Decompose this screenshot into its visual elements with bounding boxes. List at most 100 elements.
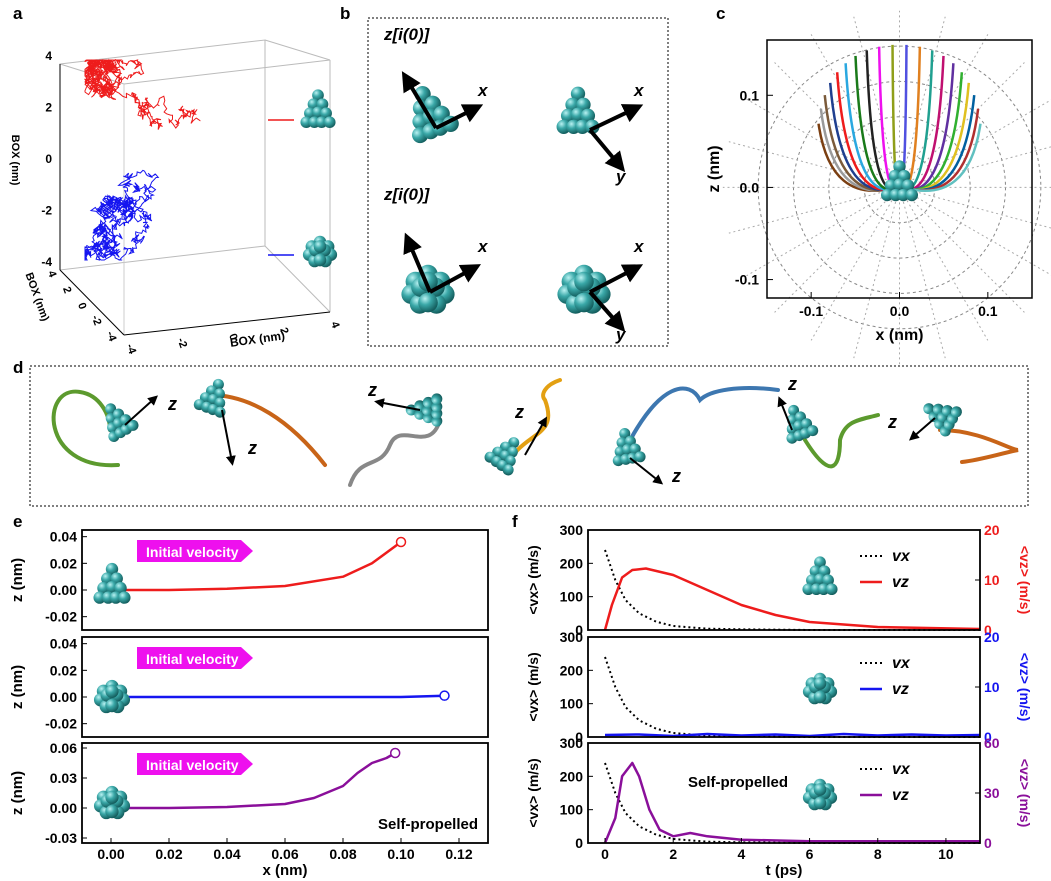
y-tick-label: 0.04 — [50, 529, 77, 545]
chart-e2: 0.04 0.02 0.00 -0.02 z (nm) Initial velocity — [9, 636, 489, 738]
cluster-atom — [431, 415, 443, 427]
z-axis-arrow — [524, 416, 547, 456]
pyramid-cluster-icon — [923, 403, 962, 437]
panel-a-y-tick: -4 — [41, 255, 52, 269]
cluster-atom — [905, 188, 919, 202]
legend-label-vz: vz — [892, 681, 909, 698]
cluster-atom — [619, 428, 631, 440]
plot-frame — [81, 636, 489, 738]
panel-label-a: a — [13, 4, 23, 23]
legend-label-vx: vx — [892, 548, 911, 565]
cluster-atom — [575, 119, 590, 134]
pyramid-cluster-icon — [105, 403, 139, 442]
panel-a-depth-tick: 2 — [60, 285, 73, 295]
initial-velocity-label: Initial velocity — [146, 757, 239, 773]
initial-velocity-label: Initial velocity — [146, 651, 239, 667]
trajectory-line — [623, 386, 780, 452]
cluster-atom — [817, 583, 830, 596]
cluster-atom — [320, 107, 332, 120]
panel-d-trajectories: z z z z z z z — [51, 374, 1019, 487]
polar-grid-ray — [746, 186, 900, 277]
trajectory-line — [208, 393, 327, 467]
z-axis-label: z — [367, 380, 377, 400]
cluster-atom — [574, 271, 594, 292]
right-y-tick-label: 30 — [984, 785, 1000, 801]
z-axis-label: z — [514, 402, 524, 422]
panel-a-bottom-tick: -2 — [175, 336, 190, 349]
cluster-atom — [814, 556, 826, 569]
end-point-marker — [389, 747, 401, 759]
panel-b-z-label-bottom: z[i(0)] — [383, 185, 431, 204]
pyramid-cluster-side-icon — [412, 86, 459, 144]
y-tick-label: 0 — [575, 835, 583, 851]
cluster-atom — [418, 292, 438, 313]
z-axis-arrow — [221, 409, 236, 466]
panel-b-z-label-top: z[i(0)] — [383, 25, 431, 44]
polar-grid-ray — [899, 187, 989, 341]
x-axis-label: x (nm) — [263, 862, 308, 879]
right-y-axis-label: <vz> (m/s) — [1017, 546, 1033, 614]
panel-b-x-label-4: x — [633, 237, 645, 256]
y-tick-label: 200 — [560, 662, 584, 678]
panel-a-depth-axis-label: BOX (nm) — [23, 271, 52, 323]
cluster-atom — [897, 188, 910, 202]
cluster-atom — [212, 378, 224, 390]
x-tick-label: 0.06 — [271, 846, 298, 862]
y-tick-label: 300 — [560, 735, 584, 751]
cluster-atom — [893, 160, 906, 173]
cluster-atom — [118, 591, 131, 604]
cluster-atom — [105, 403, 117, 415]
cluster-atom — [312, 89, 324, 102]
x-tick-label: 0 — [601, 846, 609, 862]
cluster-atom — [825, 583, 838, 596]
cluster-atom — [634, 451, 646, 463]
cluster-atom — [313, 253, 327, 267]
panel-a-y-tick: 0 — [45, 152, 52, 166]
z-axis-arrow — [629, 457, 664, 485]
right-y-axis-label: <vz> (m/s) — [1017, 759, 1033, 827]
y-tick-label: 0.02 — [50, 555, 77, 571]
x-tick-label: 8 — [874, 846, 882, 862]
plot-frame — [587, 636, 981, 738]
pyramid-cluster-top-icon — [556, 86, 600, 134]
right-y-tick-label: 0 — [984, 835, 992, 851]
initial-velocity-label: Initial velocity — [146, 544, 239, 560]
panel-label-f: f — [512, 512, 518, 531]
y-tick-label: 0.04 — [50, 636, 77, 652]
y-tick-label: 300 — [560, 522, 584, 538]
z-axis-label: z — [247, 438, 257, 458]
x-tick-label: 4 — [737, 846, 745, 862]
panel-a-y-tick: 2 — [45, 101, 52, 115]
cluster-atom — [802, 583, 815, 596]
x-tick-label: 10 — [938, 846, 954, 862]
series-line-vx — [604, 762, 980, 844]
panel-b-x-label-3: x — [477, 237, 489, 256]
cluster-atom — [300, 116, 313, 129]
sphere-cluster-icon — [802, 778, 838, 811]
z-axis-label: z — [167, 394, 177, 414]
y-tick-label: -0.1 — [735, 272, 759, 288]
y-axis-label: z (nm) — [706, 145, 723, 192]
panel-label-d: d — [13, 358, 24, 377]
cluster-atom — [813, 677, 827, 690]
cluster-atom — [214, 397, 226, 409]
series-line-red — [111, 540, 402, 592]
chart-e1: 0.04 0.02 0.00 -0.02 z (nm) Initial velocity — [9, 529, 489, 631]
charts-e: 0.040.020.00-0.02z (nm)Initial velocity0… — [9, 529, 489, 879]
plot-frame — [587, 742, 981, 844]
left-y-axis-label: <vx> (m/s) — [525, 652, 541, 721]
self-propelled-label: Self-propelled — [378, 816, 478, 833]
right-y-tick-label: 20 — [984, 629, 1000, 645]
x-tick-label: 0.00 — [97, 846, 124, 862]
cluster-atom — [315, 116, 328, 129]
x-tick-label: -0.1 — [799, 303, 823, 319]
cluster-atom — [313, 240, 327, 253]
y-tick-label: 0.0 — [740, 179, 760, 195]
cluster-atom — [105, 684, 119, 698]
trajectory-line — [51, 389, 120, 468]
y-tick-label: 0.06 — [50, 740, 77, 756]
panel-b-x-label-2: x — [633, 81, 645, 100]
x-tick-label: 0.1 — [978, 303, 998, 319]
